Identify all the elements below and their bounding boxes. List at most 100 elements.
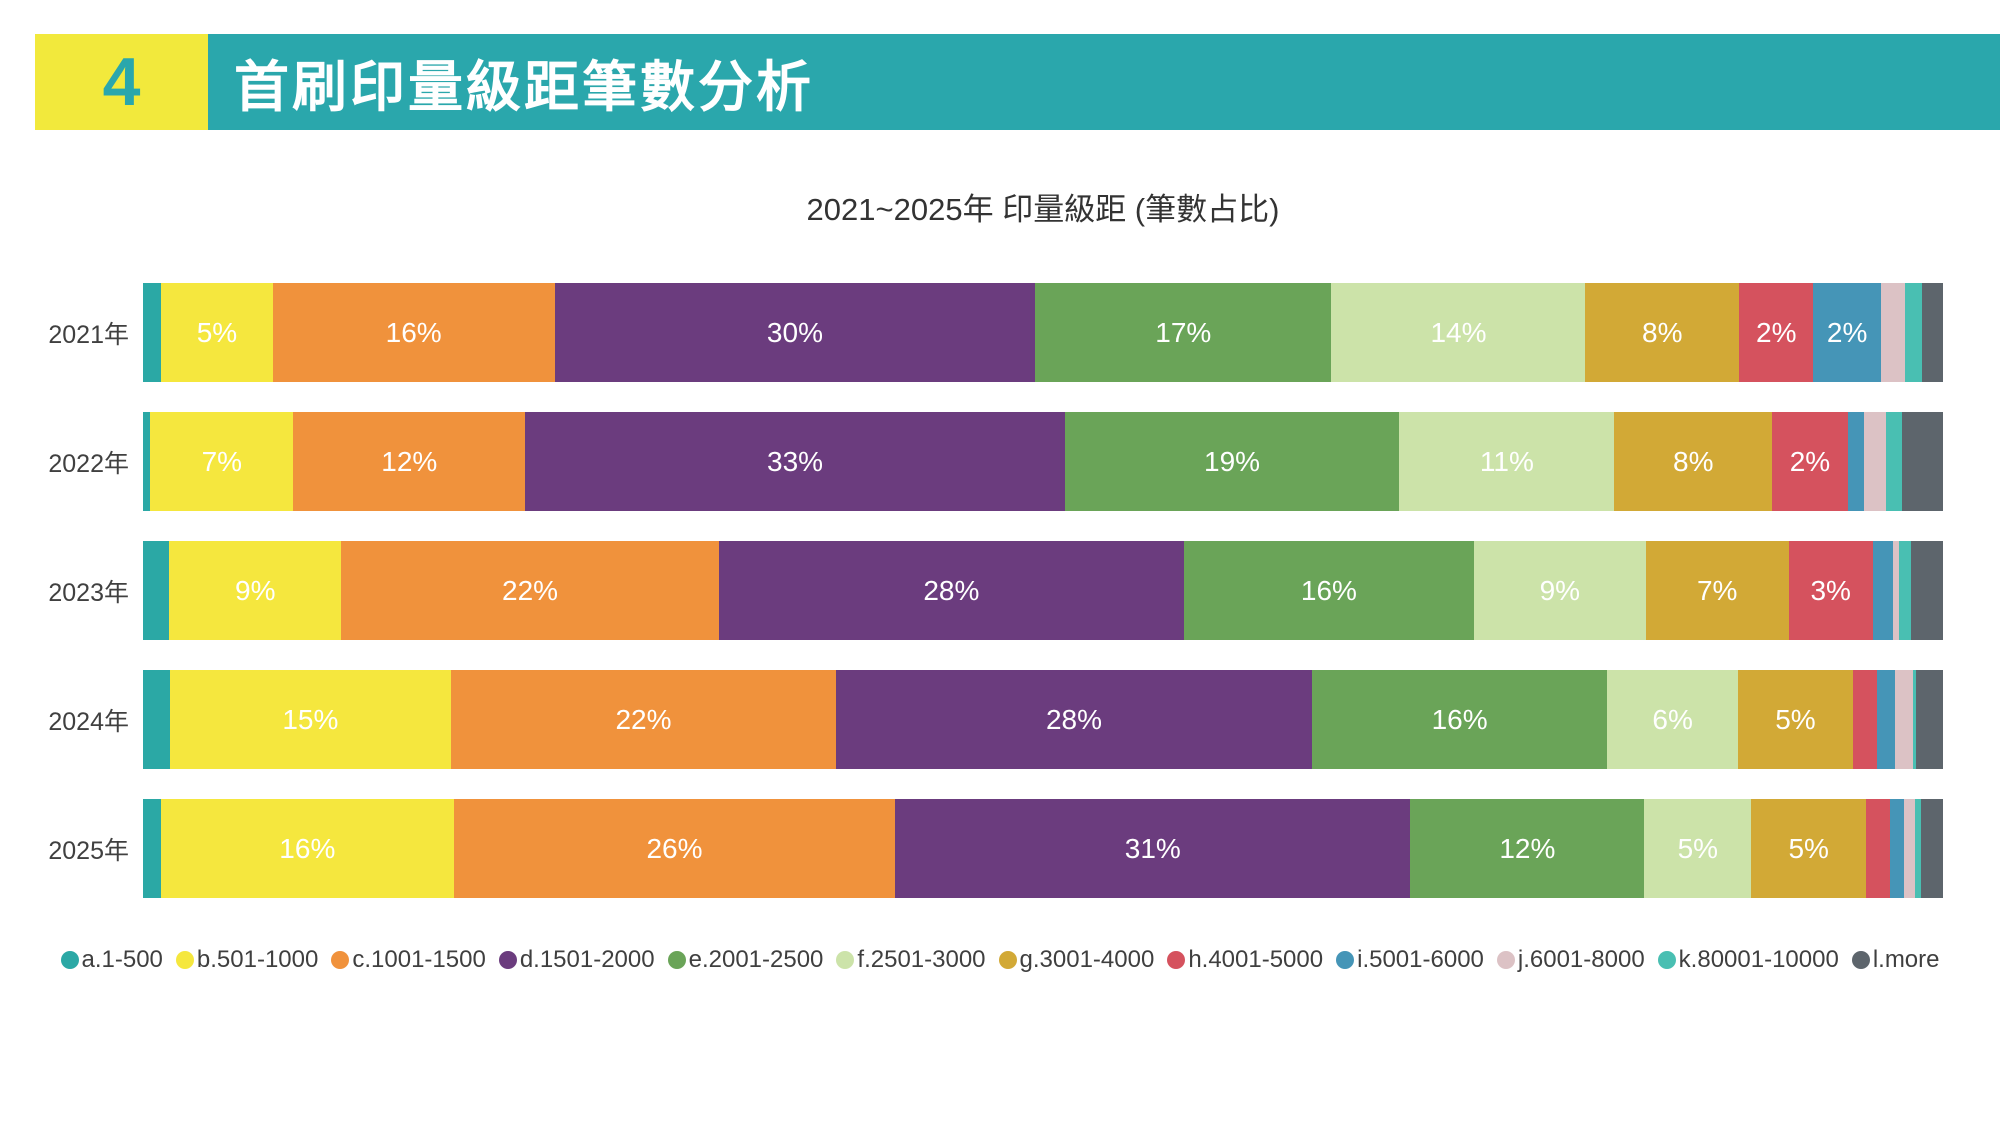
segment-label: 14% — [1430, 316, 1487, 348]
legend-item: a.1-500 — [60, 946, 163, 974]
chart-title: 2021~2025年 印量級距 (筆數占比) — [806, 192, 1280, 227]
legend-label: a.1-500 — [81, 946, 163, 973]
section-number-badge: 4 — [35, 34, 208, 130]
segment-label: 2% — [1756, 316, 1797, 348]
bar-track: 5% 16% 30% 17% 14% 8% 2% 2% — [143, 283, 1943, 382]
segment-label: 17% — [1155, 316, 1212, 348]
bar-segment — [1914, 799, 1921, 898]
bar-segment: 9% — [169, 541, 342, 640]
segment-label: 5% — [1788, 832, 1829, 864]
bar-segment — [1880, 283, 1905, 382]
legend-dot — [1657, 951, 1676, 969]
legend-label: j.6001-8000 — [1517, 946, 1645, 973]
bar-track: 9% 22% 28% 16% 9% 7% 3% — [143, 541, 1943, 640]
segment-label: 7% — [201, 445, 243, 477]
segment-label: 9% — [235, 574, 276, 606]
legend-item: i.5001-6000 — [1336, 946, 1484, 974]
bar-segment — [1895, 670, 1914, 769]
segment-label: 8% — [1673, 445, 1714, 477]
segment-label: 5% — [1775, 703, 1816, 735]
legend-label: i.5001-6000 — [1357, 946, 1484, 973]
legend-item: k.80001-10000 — [1657, 946, 1839, 974]
bar-segment: 16% — [1311, 670, 1608, 769]
bar-segment — [1913, 670, 1917, 769]
bar-segment: 28% — [718, 541, 1184, 640]
legend-label: b.501-1000 — [196, 946, 319, 973]
segment-label: 3% — [1810, 574, 1851, 606]
bar-segment: 2% — [1772, 412, 1848, 511]
legend-dot — [1167, 951, 1186, 969]
bar-segment — [1921, 283, 1943, 382]
segment-label: 11% — [1479, 445, 1534, 477]
bar-segment: 11% — [1399, 412, 1615, 511]
bar-segment: 8% — [1585, 283, 1740, 382]
bar-segment — [143, 412, 151, 511]
legend-item: d.1501-2000 — [498, 946, 655, 974]
segment-label: 16% — [1300, 574, 1357, 606]
legend-dot — [998, 951, 1017, 969]
legend-item: h.4001-5000 — [1167, 946, 1323, 974]
bar-track: 15% 22% 28% 16% 6% 5% — [143, 670, 1944, 769]
bar-segment — [143, 670, 170, 769]
year-label: 2022年 — [48, 449, 129, 478]
bar-row: 2021年 5% 16% 30% 17% 14% 8% 2% 2% — [0, 283, 1943, 382]
legend-dot — [667, 951, 686, 969]
bar-segment: 26% — [453, 799, 896, 898]
bar-segment: 19% — [1064, 412, 1400, 511]
year-label: 2023年 — [48, 578, 129, 607]
bar-segment: 6% — [1607, 670, 1738, 769]
legend-dot — [1851, 951, 1870, 969]
bar-segment — [1889, 799, 1905, 898]
legend-dot — [1336, 951, 1355, 969]
year-label: 2021年 — [48, 320, 129, 349]
bar-segment: 12% — [1410, 799, 1645, 898]
legend-label: l.more — [1872, 946, 1940, 973]
year-label: 2025年 — [48, 836, 129, 865]
bar-segment: 5% — [1751, 799, 1866, 898]
chart-legend: a.1-500 b.501-1000 c.1001-1500 d.1501-2000 e… — [0, 946, 2000, 974]
bar-segment — [1916, 670, 1944, 769]
bar-segment: 12% — [293, 412, 526, 511]
bar-segment: 14% — [1331, 283, 1586, 382]
legend-label: c.1001-1500 — [352, 946, 486, 973]
bar-segment — [1872, 541, 1894, 640]
page-title: 首刷印量級距筆數分析 — [234, 56, 815, 118]
bar-segment: 5% — [1737, 670, 1854, 769]
bar-segment — [1885, 412, 1902, 511]
bar-segment — [1893, 541, 1900, 640]
segment-label: 7% — [1696, 574, 1738, 606]
segment-label: 6% — [1652, 703, 1693, 735]
segment-label: 31% — [1124, 832, 1181, 864]
segment-label: 28% — [923, 574, 980, 606]
segment-label: 22% — [615, 703, 672, 735]
bar-segment — [1904, 799, 1915, 898]
bar-segment — [1920, 799, 1943, 898]
legend-item: g.3001-4000 — [998, 946, 1154, 974]
bar-segment — [1853, 670, 1878, 769]
stacked-bar-chart: 2021年 5% 16% 30% 17% 14% 8% 2% 2% 2022年 7% 12% 33% 19… — [0, 283, 1944, 928]
bar-segment: 2% — [1739, 283, 1814, 382]
legend-item: f.2501-3000 — [836, 946, 986, 974]
bar-segment — [1863, 412, 1886, 511]
legend-label: f.2501-3000 — [857, 946, 986, 973]
bar-segment — [143, 799, 161, 898]
segment-label: 33% — [767, 445, 824, 477]
bar-track: 7% 12% 33% 19% 11% 8% 2% — [143, 412, 1944, 511]
bar-segment — [1902, 412, 1944, 511]
legend-dot — [836, 951, 855, 969]
section-number: 4 — [102, 44, 141, 120]
legend-label: e.2001-2500 — [688, 946, 824, 973]
bar-segment: 7% — [1645, 541, 1789, 640]
bar-segment: 28% — [836, 670, 1312, 769]
bar-segment — [143, 541, 170, 640]
legend-label: k.80001-10000 — [1678, 946, 1839, 973]
legend-label: d.1501-2000 — [519, 946, 655, 973]
bar-segment: 22% — [341, 541, 719, 640]
segment-label: 19% — [1204, 445, 1261, 477]
bar-segment — [143, 283, 162, 382]
segment-label: 2% — [1826, 316, 1868, 348]
bar-segment — [1847, 412, 1864, 511]
segment-label: 5% — [1677, 832, 1719, 864]
legend-item: b.501-1000 — [175, 946, 319, 974]
bar-row: 2024年 15% 22% 28% 16% 6% 5% — [0, 670, 1944, 769]
